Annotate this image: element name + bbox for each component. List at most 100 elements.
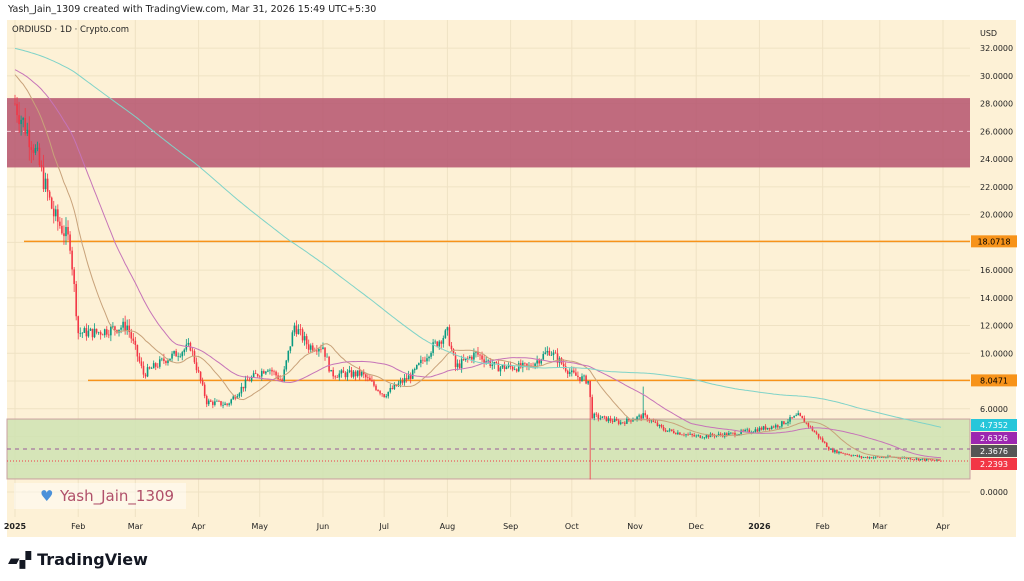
candle-body: [852, 455, 855, 457]
tradingview-logo-icon: ▰▞: [8, 550, 32, 569]
candle-body: [275, 371, 277, 376]
candle-body: [640, 415, 642, 419]
candle-body: [909, 457, 912, 460]
candle-body: [642, 413, 644, 419]
candle-body: [207, 400, 210, 405]
candle-body: [662, 427, 665, 431]
candle-body: [469, 356, 471, 359]
candle-body: [522, 362, 524, 368]
candle-body: [413, 368, 416, 371]
candle-body: [599, 418, 602, 419]
symbol-label: ORDIUSD · 1D · Crypto.com: [12, 25, 130, 35]
candle-body: [338, 373, 341, 378]
candle-body: [156, 366, 159, 368]
candle-body: [854, 455, 857, 456]
candle-body: [424, 360, 426, 362]
candle-body: [670, 429, 673, 431]
candle-body: [167, 360, 169, 364]
candle-body: [760, 427, 763, 430]
candle-body: [124, 321, 126, 331]
candle-body: [89, 328, 92, 331]
candle-body: [334, 376, 337, 378]
candle-body: [430, 352, 432, 357]
candle-body: [738, 434, 740, 436]
candle-body: [399, 380, 402, 384]
candle-body: [652, 420, 655, 422]
x-tick-label: Sep: [503, 522, 518, 531]
candle-body: [460, 359, 463, 368]
candle-body: [250, 377, 253, 382]
candle-body: [515, 369, 518, 372]
candle-body: [234, 396, 237, 399]
candle-body: [303, 336, 306, 341]
candle-body: [691, 433, 693, 436]
candle-body: [821, 438, 824, 442]
candle-body: [881, 457, 883, 458]
candle-body: [717, 433, 720, 436]
candle-body: [244, 379, 247, 389]
candle-body: [401, 380, 404, 383]
candle-body: [256, 374, 259, 377]
candle-body: [479, 354, 481, 356]
candle-body: [405, 378, 408, 380]
candle-body: [316, 350, 318, 352]
candle-body: [707, 435, 710, 438]
watermark: ♥ Yash_Jain_1309: [14, 483, 186, 509]
candle-body: [409, 375, 412, 379]
candle-body: [126, 325, 128, 331]
candle-body: [679, 432, 681, 435]
candle-body: [177, 356, 179, 357]
candle-body: [214, 401, 216, 405]
candle-body: [742, 430, 744, 432]
candle-body: [195, 362, 198, 371]
price-badge-label: 2.2393: [980, 460, 1008, 469]
candle-body: [793, 416, 795, 418]
candle-body: [432, 342, 434, 353]
candle-body: [740, 430, 742, 435]
candle-body: [689, 433, 691, 435]
candle-body: [507, 364, 510, 368]
y-tick-label: 24.0000: [980, 155, 1013, 164]
candle-body: [258, 376, 261, 377]
candle-body: [758, 427, 761, 432]
candle-body: [672, 430, 675, 434]
candle-body: [199, 371, 202, 381]
price-badge-label: 2.6326: [980, 434, 1008, 443]
candle-body: [393, 384, 396, 389]
candle-body: [118, 329, 120, 333]
candle-body: [144, 374, 147, 377]
candle-body: [536, 360, 538, 364]
candle-body: [40, 164, 43, 167]
candle-body: [18, 115, 20, 125]
candle-body: [787, 421, 789, 424]
candle-body: [646, 415, 649, 421]
candle-body: [752, 431, 755, 433]
candle-body: [150, 368, 153, 369]
candle-body: [67, 226, 69, 235]
candle-body: [203, 384, 206, 397]
candle-body: [79, 332, 82, 334]
tradingview-logo: ▰▞ TradingView: [8, 550, 148, 569]
candle-body: [781, 421, 783, 427]
candle-body: [173, 351, 175, 354]
candle-body: [756, 429, 759, 432]
candle-body: [668, 429, 671, 431]
candle-body: [789, 417, 791, 422]
candle-body: [365, 374, 367, 378]
candle-body: [444, 330, 447, 339]
x-tick-label: May: [251, 522, 268, 531]
time-axis-background: [7, 517, 1016, 537]
candle-body: [452, 349, 455, 355]
candle-body: [589, 380, 591, 398]
candle-body: [785, 423, 787, 425]
candle-body: [54, 209, 57, 217]
attribution: Yash_Jain_1309 created with TradingView.…: [8, 4, 377, 15]
candle-body: [534, 363, 536, 368]
candle-body: [356, 370, 359, 377]
candle-body: [161, 358, 163, 360]
candle-body: [291, 332, 294, 347]
price-badge: [971, 458, 1017, 470]
candle-body: [191, 350, 194, 352]
candle-body: [69, 234, 71, 251]
